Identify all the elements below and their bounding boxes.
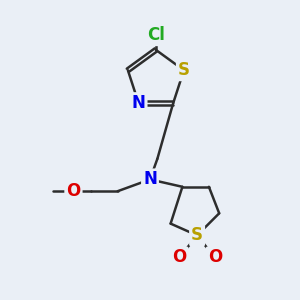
Text: S: S xyxy=(191,226,203,244)
Text: Cl: Cl xyxy=(147,26,165,44)
Text: S: S xyxy=(178,61,190,79)
Text: O: O xyxy=(172,248,187,266)
Text: O: O xyxy=(66,182,81,200)
Text: O: O xyxy=(208,248,222,266)
Text: N: N xyxy=(132,94,145,112)
Text: N: N xyxy=(143,170,157,188)
